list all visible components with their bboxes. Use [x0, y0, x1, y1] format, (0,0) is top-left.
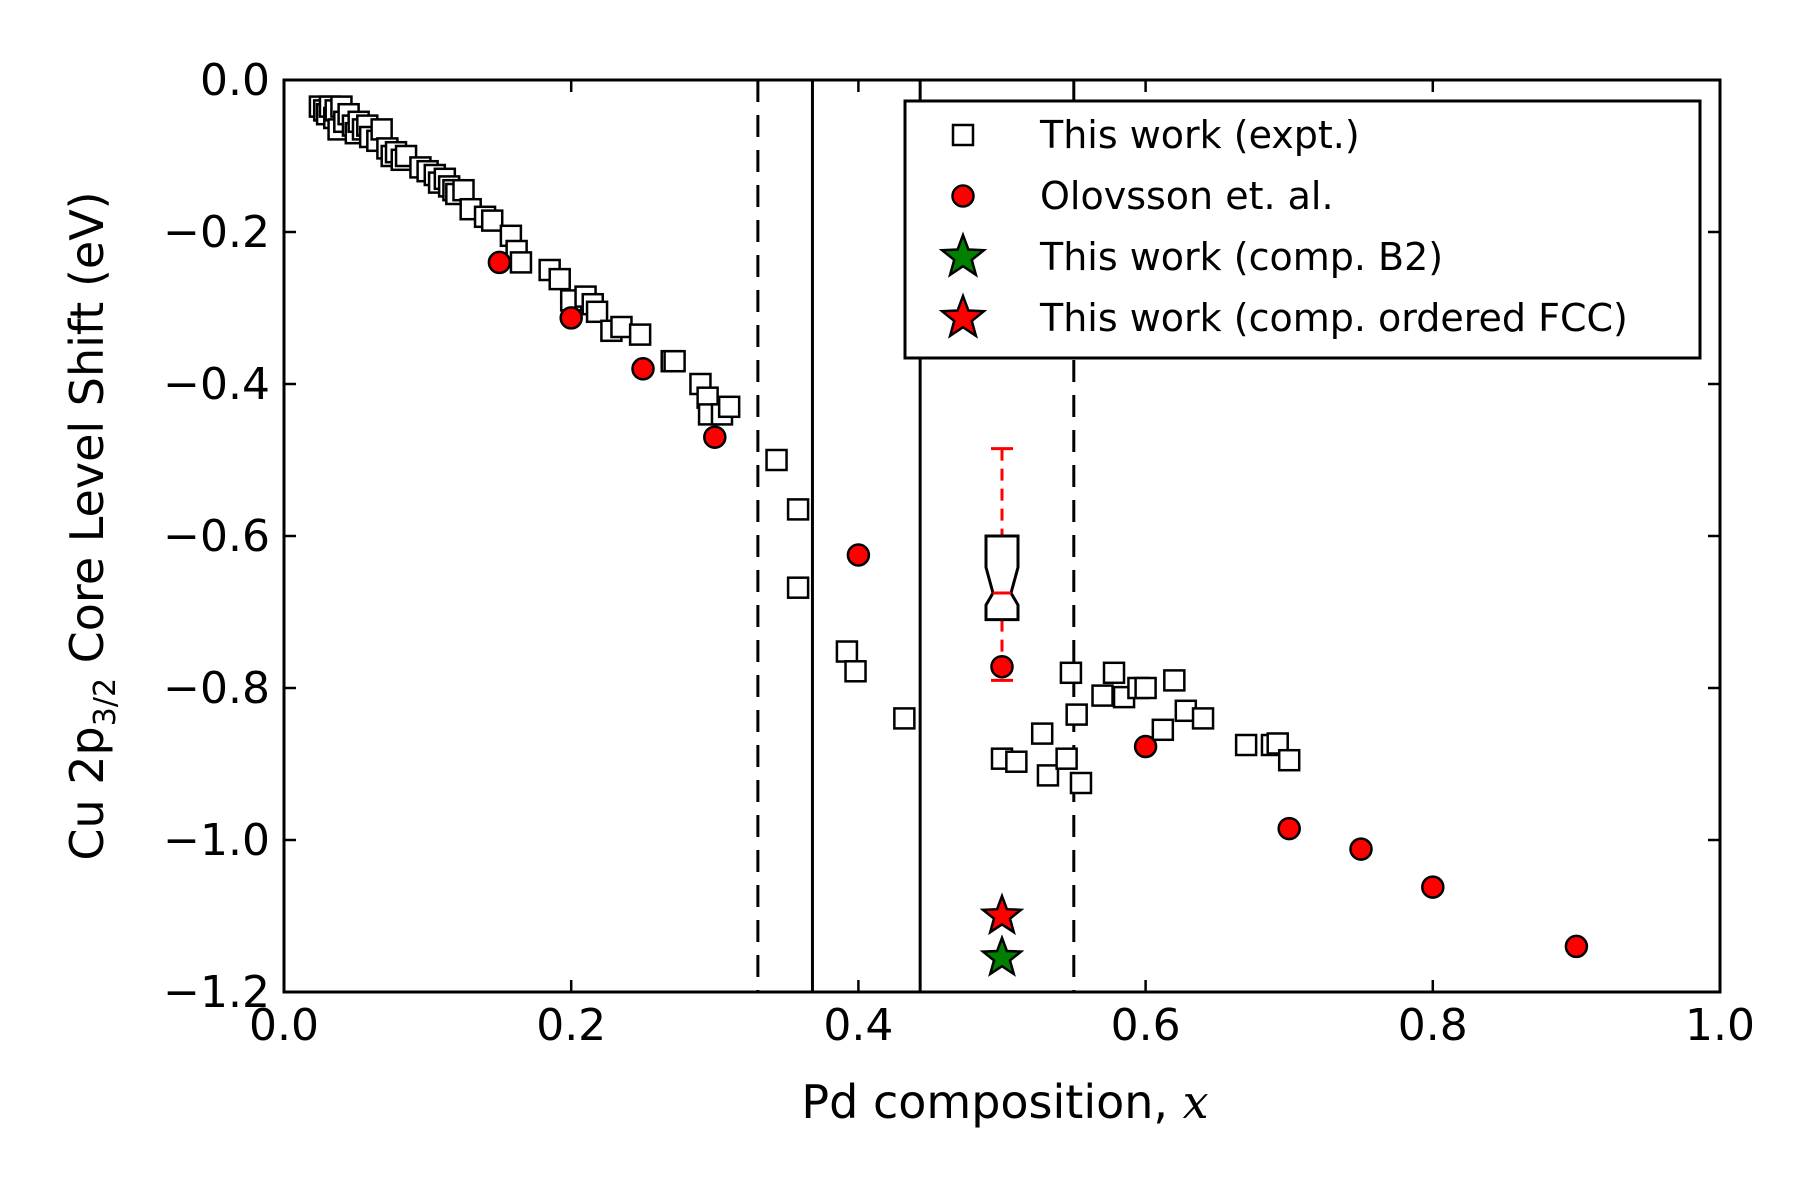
series-0-point-66 [1065, 703, 1088, 726]
series-0-point-79 [1266, 732, 1289, 755]
series-2-point-0 [979, 934, 1025, 977]
series-1-point-3 [703, 425, 727, 449]
series-0-point-74 [1163, 669, 1186, 692]
x-tick-label-4: 0.8 [1398, 1000, 1468, 1051]
x-tick-label-5: 1.0 [1685, 1000, 1755, 1051]
y-tick-label-5: −1.0 [163, 815, 270, 866]
series-0-point-37 [509, 251, 533, 274]
y-tick-label-0: 0.0 [200, 55, 270, 106]
y-tick-label-1: −0.2 [163, 207, 270, 258]
y-axis-label: Cu 2p3/2 Core Level Shift (eV) [60, 191, 123, 860]
series-1-point-9 [1421, 875, 1445, 899]
series-1-point-10 [1564, 934, 1589, 959]
x-tick-label-1: 0.2 [536, 1000, 606, 1051]
legend-label-0: This work (expt.) [1039, 113, 1360, 157]
series-1-point-6 [1133, 734, 1158, 759]
series-0-point-31 [452, 178, 475, 202]
legend-box [903, 99, 1702, 360]
legend-marker-1 [951, 184, 975, 208]
series-0-point-53 [717, 395, 741, 419]
legend-label-3: This work (comp. ordered FCC) [1039, 296, 1628, 340]
boxplot [984, 447, 1020, 682]
series-0-point-48 [663, 349, 686, 373]
series-0-point-54 [765, 448, 788, 472]
series-0-point-61 [1005, 750, 1028, 773]
series-0-point-39 [548, 267, 571, 291]
x-axis-label: Pd composition, x [801, 1075, 1208, 1129]
y-tick-label-4: −0.8 [163, 663, 270, 714]
series-0-point-62 [1030, 722, 1054, 745]
series-1-point-1 [559, 306, 583, 330]
series-0-point-65 [1059, 661, 1083, 685]
series-0-point-58 [844, 660, 867, 683]
series-0-point-55 [786, 498, 810, 521]
series-0-point-68 [1091, 684, 1114, 707]
series-0-point-69 [1102, 661, 1126, 685]
data-points [308, 95, 1589, 977]
x-tick-label-3: 0.6 [1111, 1000, 1181, 1051]
y-axis-label-subscript: 3/2 [88, 678, 123, 726]
y-tick-label-2: −0.4 [163, 359, 270, 410]
series-1-point-2 [631, 357, 655, 381]
legend-marker-2 [938, 231, 988, 278]
x-tick-label-0: 0.0 [249, 1000, 319, 1051]
series-0-point-43 [585, 300, 609, 324]
legend-label-2: This work (comp. B2) [1039, 235, 1443, 279]
series-0-point-34 [480, 209, 504, 232]
series-1-point-5 [990, 654, 1014, 679]
series-0-point-64 [1055, 747, 1078, 770]
x-axis-variable: x [1183, 1075, 1209, 1129]
y-tick-label-3: −0.6 [163, 511, 270, 562]
series-3-point-0 [979, 892, 1025, 936]
legend-marker-0 [951, 123, 975, 147]
series-0-point-45 [610, 315, 633, 339]
boxplot-box [984, 534, 1020, 622]
x-tick-label-2: 0.4 [823, 1000, 893, 1051]
series-1-point-0 [487, 250, 512, 275]
series-0-point-67 [1069, 771, 1093, 795]
series-0-point-80 [1277, 748, 1301, 772]
series-0-point-63 [1036, 764, 1060, 787]
series-0-point-46 [628, 323, 652, 346]
series-0-point-77 [1234, 733, 1258, 757]
series-0-point-76 [1191, 707, 1215, 730]
y-tick-label-6: −1.2 [163, 967, 270, 1018]
series-1-point-7 [1277, 816, 1301, 841]
series-0-point-56 [786, 576, 810, 599]
series-0-point-17 [370, 118, 393, 141]
series-1-point-8 [1349, 837, 1373, 861]
series-0-point-73 [1151, 718, 1175, 742]
series-0-point-59 [893, 707, 916, 730]
series-0-point-57 [835, 640, 859, 663]
series-0-point-72 [1134, 676, 1157, 700]
legend-label-1: Olovsson et. al. [1040, 174, 1334, 218]
legend-marker-3 [938, 292, 988, 339]
legend: This work (expt.) Olovsson et. al. This wo… [903, 99, 1702, 360]
series-1-point-4 [846, 543, 871, 567]
axis-ticks: 0.0 0.2 0.4 0.6 0.8 1.0 0.0 −0.2 −0.4 −0.6 −0.8 −1.… [163, 55, 1755, 1051]
